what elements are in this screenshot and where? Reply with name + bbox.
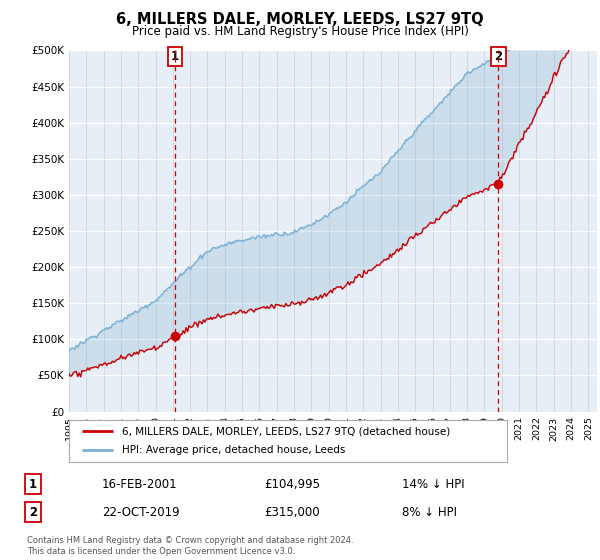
Text: 6, MILLERS DALE, MORLEY, LEEDS, LS27 9TQ (detached house): 6, MILLERS DALE, MORLEY, LEEDS, LS27 9TQ… [122, 426, 450, 436]
Text: 2: 2 [29, 506, 37, 519]
Text: 16-FEB-2001: 16-FEB-2001 [102, 478, 178, 491]
Text: £104,995: £104,995 [264, 478, 320, 491]
Text: 8% ↓ HPI: 8% ↓ HPI [402, 506, 457, 519]
Text: 6, MILLERS DALE, MORLEY, LEEDS, LS27 9TQ: 6, MILLERS DALE, MORLEY, LEEDS, LS27 9TQ [116, 12, 484, 27]
Text: 1: 1 [29, 478, 37, 491]
Text: Contains HM Land Registry data © Crown copyright and database right 2024.
This d: Contains HM Land Registry data © Crown c… [27, 536, 353, 556]
Text: 22-OCT-2019: 22-OCT-2019 [102, 506, 179, 519]
Text: HPI: Average price, detached house, Leeds: HPI: Average price, detached house, Leed… [122, 445, 345, 455]
Text: 14% ↓ HPI: 14% ↓ HPI [402, 478, 464, 491]
Text: £315,000: £315,000 [264, 506, 320, 519]
Text: 2: 2 [494, 50, 503, 63]
Text: Price paid vs. HM Land Registry's House Price Index (HPI): Price paid vs. HM Land Registry's House … [131, 25, 469, 38]
Text: 1: 1 [171, 50, 179, 63]
